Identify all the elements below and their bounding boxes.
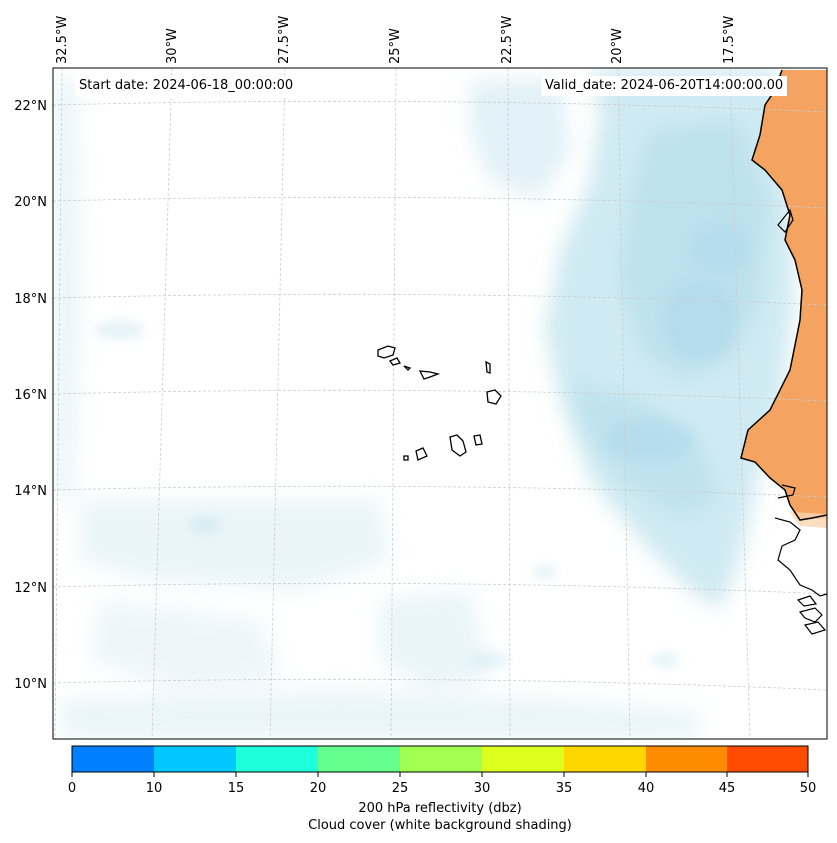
- colorbar-frame: [71, 745, 809, 773]
- colorbar-ticks: [71, 772, 809, 777]
- land-region: [741, 70, 827, 520]
- colorbar-tick-label: 10: [146, 781, 163, 796]
- lon-label: 20°W: [610, 28, 625, 64]
- start-date-label: Start date: 2024-06-18_00:00:00: [75, 76, 298, 96]
- cape-verde-islands: [377, 345, 502, 461]
- colorbar-segment: [482, 746, 564, 772]
- valid-date-label: Valid_date: 2024-06-20T14:00:00.00: [541, 76, 788, 96]
- lat-label: 20°N: [14, 195, 47, 210]
- lat-label: 16°N: [14, 388, 47, 403]
- colorbar-tick-label: 35: [556, 781, 573, 796]
- lat-label: 10°N: [14, 677, 47, 692]
- cloud-detail-patches: [95, 225, 750, 668]
- lon-label: 27.5°W: [277, 16, 292, 64]
- lat-label: 18°N: [14, 292, 47, 307]
- lon-label: 30°W: [165, 28, 180, 64]
- colorbar-segment: [236, 746, 318, 772]
- colorbar-segment: [318, 746, 400, 772]
- colorbar-tick-label: 0: [68, 781, 76, 796]
- colorbar-segment: [564, 746, 646, 772]
- colorbar-segment: [400, 746, 482, 772]
- map-frame: [52, 67, 828, 740]
- lat-label: 14°N: [14, 484, 47, 499]
- colorbar-title: 200 hPa reflectivity (dbz): [358, 801, 522, 816]
- colorbar-tick-label: 45: [719, 781, 736, 796]
- colorbar-tick-label: 50: [800, 781, 817, 796]
- gridlines: [53, 68, 827, 739]
- lon-label: 17.5°W: [722, 16, 737, 64]
- colorbar-tick-label: 20: [310, 781, 327, 796]
- colorbar-segment: [72, 746, 154, 772]
- colorbar: 0 10 15 20 25 30 35 40 45 50: [68, 745, 816, 796]
- longitude-labels: 32.5°W 30°W 27.5°W 25°W 22.5°W 20°W 17.5…: [55, 16, 737, 64]
- colorbar-tick-label: 40: [638, 781, 655, 796]
- colorbar-segments: [72, 746, 808, 772]
- colorbar-tick-labels: 0 10 15 20 25 30 35 40 45 50: [68, 781, 816, 796]
- lat-label: 12°N: [14, 581, 47, 596]
- lon-label: 25°W: [388, 28, 403, 64]
- lon-label: 32.5°W: [55, 16, 70, 64]
- colorbar-subtitle: Cloud cover (white background shading): [308, 818, 572, 833]
- colorbar-segment: [154, 746, 236, 772]
- latitude-labels: 22°N 20°N 18°N 16°N 14°N 12°N 10°N: [14, 99, 47, 692]
- colorbar-segment: [646, 746, 727, 772]
- coastline-africa: [740, 69, 827, 521]
- colorbar-tick-label: 30: [474, 781, 491, 796]
- lon-label: 22.5°W: [500, 16, 515, 64]
- colorbar-segment: [727, 746, 808, 772]
- colorbar-tick-label: 15: [228, 781, 245, 796]
- lat-label: 22°N: [14, 99, 47, 114]
- colorbar-tick-label: 25: [392, 781, 409, 796]
